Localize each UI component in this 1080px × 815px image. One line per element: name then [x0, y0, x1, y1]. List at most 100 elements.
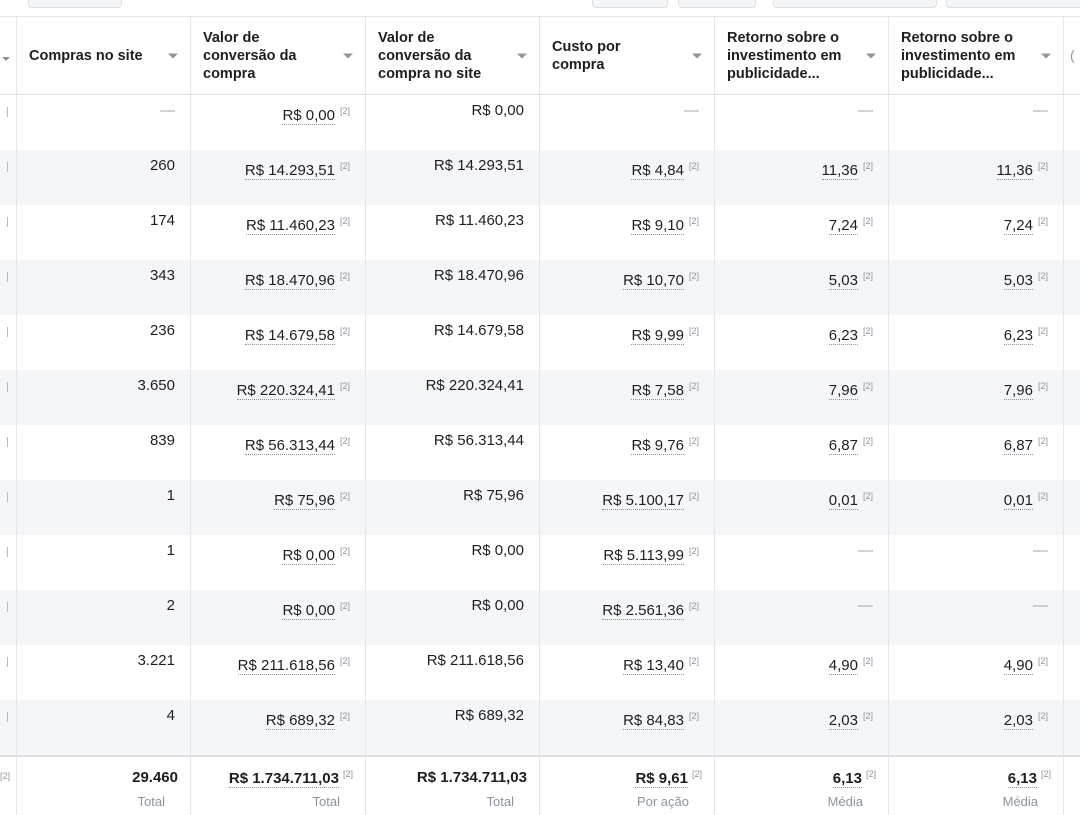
table-cell[interactable]: R$ 75,96 [2] — [191, 480, 366, 535]
table-cell[interactable]: R$ 7,58 [2] — [540, 370, 715, 425]
table-cell[interactable]: 6,23 [2] — [715, 315, 889, 370]
table-cell[interactable]: R$ 14.679,58 [2] — [191, 315, 366, 370]
table-cell[interactable]: 2,03 [2] — [889, 700, 1064, 755]
cell-value: 7,96 [2] — [1003, 375, 1048, 402]
sort-chevron-icon[interactable] — [343, 53, 353, 58]
row-edge — [1064, 150, 1080, 205]
table-cell[interactable]: R$ 9,99 [2] — [540, 315, 715, 370]
cell-value: R$ 75,96 — [463, 485, 524, 507]
column-header[interactable]: Custo por compra — [540, 16, 715, 95]
cell-number: 3.650 — [137, 377, 175, 394]
cell-value: 4,90 [2] — [1003, 650, 1048, 677]
cell-number: R$ 14.679,58 — [244, 327, 335, 345]
cell-number: 174 — [149, 212, 175, 229]
reference-mark: [2] — [1037, 711, 1048, 721]
cell-number: R$ 4,84 — [631, 162, 684, 180]
table-cell: 839 — [17, 425, 191, 480]
table-cell[interactable]: R$ 2.561,36 [2] — [540, 590, 715, 645]
cell-number: R$ 9,76 — [631, 437, 684, 455]
table-cell[interactable]: R$ 220.324,41 [2] — [191, 370, 366, 425]
table-cell[interactable]: R$ 0,00 [2] — [191, 590, 366, 645]
toolbar-button[interactable] — [773, 0, 937, 8]
cell-number: R$ 0,00 — [471, 542, 524, 559]
table-cell[interactable]: R$ 10,70 [2] — [540, 260, 715, 315]
column-header[interactable]: Retorno sobre o investimento em publicid… — [889, 16, 1064, 95]
table-cell[interactable]: 11,36 [2] — [889, 150, 1064, 205]
table-cell[interactable]: R$ 689,32 [2] — [191, 700, 366, 755]
column-header-partial[interactable] — [0, 16, 17, 95]
table-cell: R$ 11.460,23 — [366, 205, 540, 260]
cell-number: 5,03 — [1003, 272, 1033, 290]
table-cell[interactable]: R$ 56.313,44 [2] — [191, 425, 366, 480]
column-header[interactable]: Retorno sobre o investimento em publicid… — [715, 16, 889, 95]
toolbar-button[interactable] — [678, 0, 756, 8]
table-cell[interactable]: R$ 4,84 [2] — [540, 150, 715, 205]
sort-chevron-icon[interactable] — [1041, 53, 1051, 58]
table-cell[interactable]: R$ 11.460,23 [2] — [191, 205, 366, 260]
table-cell[interactable]: R$ 18.470,96 [2] — [191, 260, 366, 315]
cell-value: R$ 0,00 — [471, 595, 524, 617]
row-edge — [1064, 645, 1080, 700]
sort-chevron-icon[interactable] — [692, 53, 702, 58]
table-cell[interactable]: 11,36 [2] — [715, 150, 889, 205]
cell-number: 3.221 — [137, 652, 175, 669]
table-cell[interactable]: 7,24 [2] — [889, 205, 1064, 260]
cell-value: R$ 14.679,58 [2] — [244, 320, 350, 347]
column-header-label: Retorno sobre o investimento em publicid… — [727, 29, 842, 82]
column-header[interactable]: Valor de conversão da compra — [191, 16, 366, 95]
sort-chevron-icon[interactable] — [517, 53, 527, 58]
table-cell[interactable]: 0,01 [2] — [715, 480, 889, 535]
table-cell[interactable]: 6,87 [2] — [889, 425, 1064, 480]
row-edge — [1064, 700, 1080, 755]
cell-number: 4 — [166, 707, 175, 724]
cell-value: — — [160, 100, 175, 122]
toolbar-button[interactable] — [592, 0, 668, 8]
column-header-partial[interactable]: ( — [1064, 16, 1080, 95]
table-cell[interactable]: 4,90 [2] — [889, 645, 1064, 700]
table-cell[interactable]: 7,24 [2] — [715, 205, 889, 260]
table-cell[interactable]: 6,23 [2] — [889, 315, 1064, 370]
table-cell[interactable]: R$ 9,76 [2] — [540, 425, 715, 480]
table-cell[interactable]: 6,87 [2] — [715, 425, 889, 480]
cell-number: R$ 0,00 — [282, 547, 335, 565]
row-edge-marker — [2, 547, 8, 557]
table-cell[interactable]: R$ 9,10 [2] — [540, 205, 715, 260]
table-cell[interactable]: R$ 5.100,17 [2] — [540, 480, 715, 535]
sort-chevron-icon[interactable] — [866, 53, 876, 58]
table-cell[interactable]: 5,03 [2] — [715, 260, 889, 315]
table-cell[interactable]: 5,03 [2] — [889, 260, 1064, 315]
table-cell[interactable]: 4,90 [2] — [715, 645, 889, 700]
table-cell[interactable]: R$ 14.293,51 [2] — [191, 150, 366, 205]
table-cell[interactable]: R$ 5.113,99 [2] — [540, 535, 715, 590]
cell-value: R$ 9,76 [2] — [631, 430, 699, 457]
cell-number: — — [160, 102, 175, 119]
toolbar-button[interactable] — [28, 0, 122, 8]
total-number: R$ 1.734.711,03 — [228, 770, 339, 788]
table-cell[interactable]: 2,03 [2] — [715, 700, 889, 755]
cell-value: R$ 0,00 [2] — [282, 100, 350, 127]
sort-chevron-icon[interactable] — [168, 53, 178, 58]
table-cell[interactable]: R$ 0,00 [2] — [191, 535, 366, 590]
reference-mark: [2] — [862, 216, 873, 226]
total-label: Por ação — [636, 794, 689, 809]
column-header[interactable]: Compras no site — [17, 16, 191, 95]
row-edge — [0, 150, 17, 205]
column-header[interactable]: Valor de conversão da compra no site — [366, 16, 540, 95]
toolbar-button[interactable] — [946, 0, 1080, 8]
table-cell[interactable]: 7,96 [2] — [889, 370, 1064, 425]
table-cell[interactable]: R$ 13,40 [2] — [540, 645, 715, 700]
row-edge — [1064, 590, 1080, 645]
table-cell: 4 — [17, 700, 191, 755]
table-cell[interactable]: R$ 211.618,56 [2] — [191, 645, 366, 700]
cell-number: R$ 5.100,17 — [602, 492, 684, 510]
cell-number: 4,90 — [828, 657, 858, 675]
cell-number: 0,01 — [1003, 492, 1033, 510]
cell-number: 11,36 — [821, 162, 858, 180]
table-cell[interactable]: R$ 84,83 [2] — [540, 700, 715, 755]
cell-value: — — [1033, 540, 1048, 562]
table-cell[interactable]: 7,96 [2] — [715, 370, 889, 425]
cell-number: R$ 84,83 — [623, 712, 684, 730]
table-cell[interactable]: 0,01 [2] — [889, 480, 1064, 535]
cell-value: R$ 11.460,23 [2] — [246, 210, 350, 237]
table-cell[interactable]: R$ 0,00 [2] — [191, 95, 366, 150]
